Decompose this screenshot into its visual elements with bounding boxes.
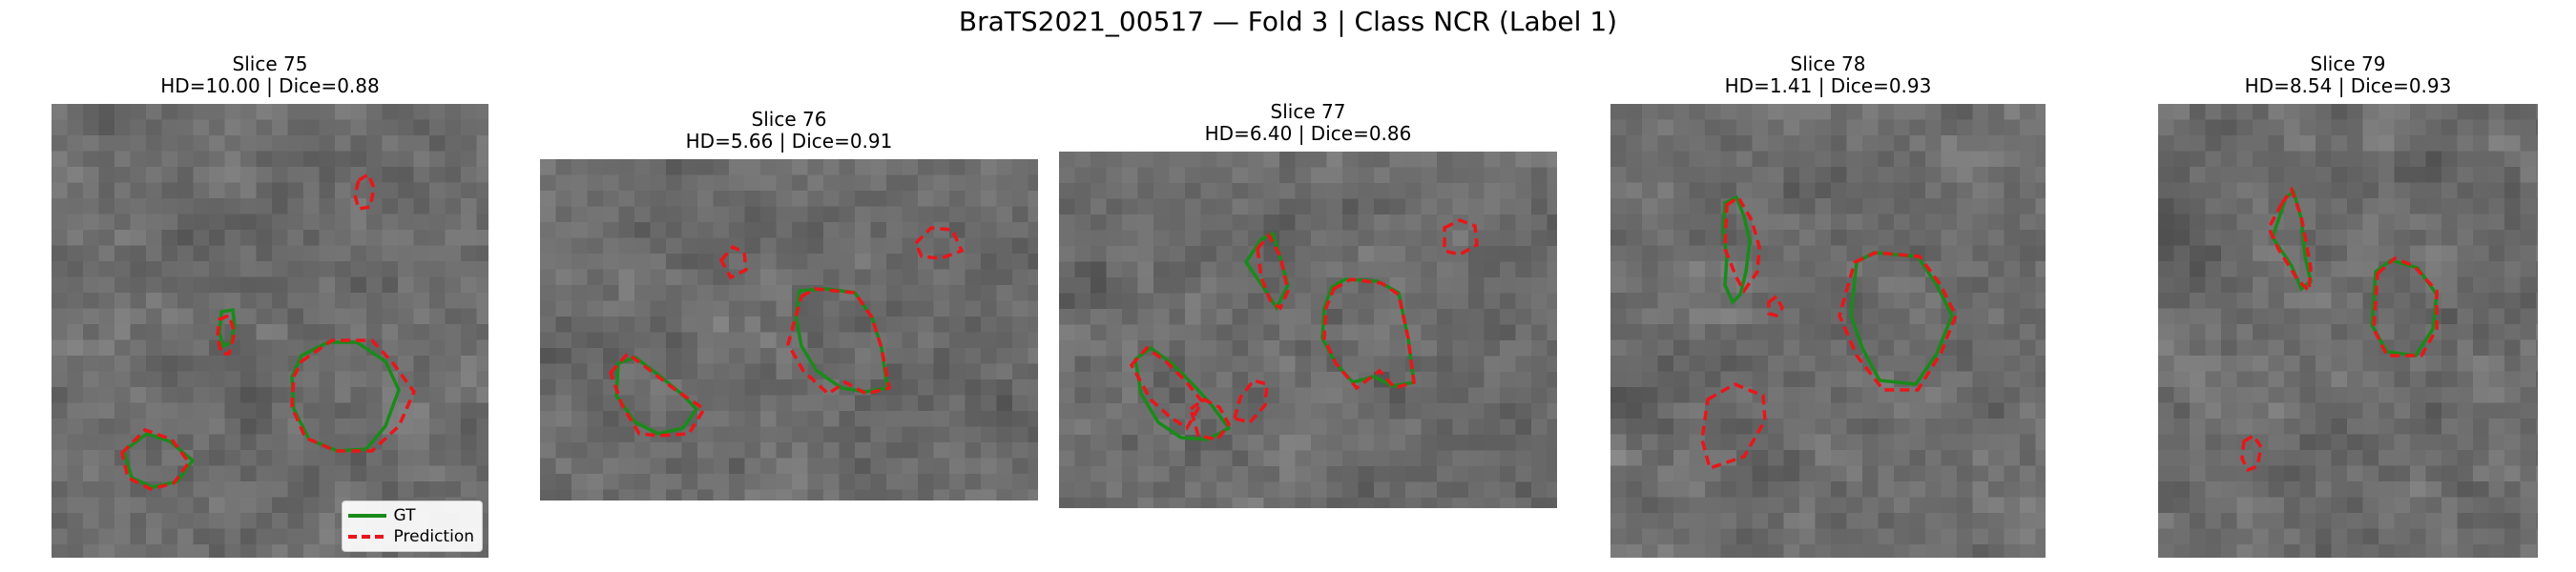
legend-entry-gt: GT	[347, 505, 474, 526]
gt-contour	[1243, 231, 1290, 312]
metrics-label: HD=6.40 | Dice=0.86	[1204, 122, 1412, 145]
metrics-label: HD=10.00 | Dice=0.88	[160, 74, 380, 97]
contour-overlay	[2240, 186, 2439, 473]
prediction-contour	[1188, 397, 1232, 441]
figure-title: BraTS2021_00517 — Fold 3 | Class NCR (La…	[958, 6, 1618, 37]
gt-line-swatch	[347, 514, 386, 518]
gt-contour	[121, 432, 196, 489]
contour-overlay	[120, 172, 417, 491]
prediction-contour	[2267, 186, 2313, 295]
slice-title: Slice 76	[751, 108, 827, 131]
slice-panel-78: Slice 78 HD=1.41 | Dice=0.93	[1610, 53, 2046, 558]
prediction-contour	[913, 226, 965, 260]
gt-contour	[1849, 251, 1954, 386]
legend-gt-label: GT	[393, 506, 416, 525]
prediction-line-swatch	[347, 535, 386, 539]
prediction-contour	[120, 427, 192, 491]
slice-panel-76: Slice 76 HD=5.66 | Dice=0.91	[540, 109, 1038, 500]
prediction-contour	[1838, 251, 1958, 392]
metrics-label: HD=5.66 | Dice=0.91	[685, 130, 893, 153]
prediction-contour	[1322, 277, 1416, 391]
legend: GT Prediction	[341, 500, 483, 552]
prediction-contour	[1700, 382, 1767, 471]
mri-image	[2158, 104, 2538, 558]
prediction-contour	[1129, 345, 1205, 431]
prediction-contour	[609, 351, 707, 438]
slice-panel-77: Slice 77 HD=6.40 | Dice=0.86	[1059, 101, 1557, 508]
prediction-contour	[2372, 255, 2439, 358]
mri-texture	[1059, 152, 1557, 508]
prediction-contour	[2240, 433, 2263, 473]
prediction-contour	[290, 338, 417, 453]
prediction-contour	[1232, 378, 1269, 424]
metrics-label: HD=1.41 | Dice=0.93	[1724, 74, 1932, 97]
contour-overlay	[609, 226, 965, 438]
prediction-contour	[1256, 232, 1290, 311]
slice-panel-75: Slice 75 HD=10.00 | Dice=0.88 GT Predict…	[52, 53, 488, 558]
mri-image	[1610, 104, 2046, 558]
mri-image	[540, 159, 1038, 500]
prediction-contour	[1723, 194, 1761, 295]
prediction-contour	[216, 313, 237, 356]
mri-image: GT Prediction	[52, 104, 488, 558]
slice-panel-79: Slice 79 HD=8.54 | Dice=0.93	[2158, 53, 2538, 558]
slice-title: Slice 75	[232, 52, 308, 75]
prediction-contour	[353, 172, 376, 211]
contour-overlay	[1129, 218, 1479, 441]
gt-contour	[1721, 194, 1752, 306]
gt-contour	[1320, 277, 1416, 388]
gt-contour	[2370, 258, 2439, 358]
mri-texture	[2158, 104, 2538, 558]
gt-contour	[1133, 345, 1232, 441]
metrics-label: HD=8.54 | Dice=0.93	[2244, 74, 2452, 97]
contour-overlay	[1700, 194, 1958, 471]
prediction-contour	[1767, 294, 1785, 317]
slice-title: Slice 78	[1790, 52, 1866, 75]
mri-image	[1059, 152, 1557, 508]
prediction-contour	[1443, 218, 1479, 256]
prediction-contour	[786, 287, 892, 397]
mri-texture	[52, 104, 488, 558]
legend-entry-prediction: Prediction	[347, 526, 474, 547]
slice-title: Slice 79	[2310, 52, 2386, 75]
mri-texture	[1610, 104, 2046, 558]
legend-prediction-label: Prediction	[393, 527, 474, 546]
slice-title: Slice 77	[1270, 100, 1346, 123]
prediction-contour	[718, 244, 748, 280]
